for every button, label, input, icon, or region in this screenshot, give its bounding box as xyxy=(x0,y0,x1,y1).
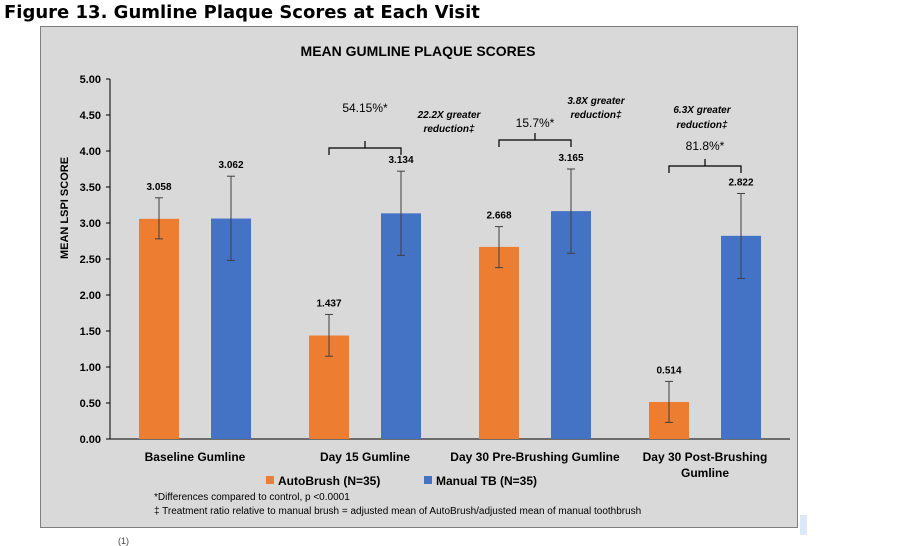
data-label: 3.062 xyxy=(218,160,243,171)
y-tick-label: 2.50 xyxy=(80,254,101,266)
ratio-label: 6.3X greater xyxy=(673,105,731,116)
footnote: *Differences compared to control, p <0.0… xyxy=(154,492,350,503)
y-tick-label: 1.00 xyxy=(80,362,101,374)
percent-reduction-label: 54.15%* xyxy=(342,101,388,115)
y-tick-label: 4.50 xyxy=(80,110,101,122)
comparison-bracket xyxy=(668,159,742,173)
y-axis-label: MEAN LSPI SCORE xyxy=(59,157,71,259)
legend-swatch xyxy=(266,476,274,484)
category-label: Baseline Gumline xyxy=(145,450,246,464)
ratio-label-line2: reduction‡ xyxy=(570,110,622,121)
legend-label: Manual TB (N=35) xyxy=(436,474,537,488)
footnote: ‡ Treatment ratio relative to manual bru… xyxy=(154,506,641,517)
data-label: 2.822 xyxy=(728,177,753,188)
category-label-line2: Gumline xyxy=(681,466,729,480)
data-label: 2.668 xyxy=(486,211,511,222)
percent-reduction-label: 81.8%* xyxy=(686,139,725,153)
bar xyxy=(479,246,519,439)
y-tick-label: 4.00 xyxy=(80,146,101,158)
category-label: Day 30 Pre-Brushing Gumline xyxy=(450,450,620,464)
figure-title: Figure 13. Gumline Plaque Scores at Each… xyxy=(4,2,480,23)
y-tick-label: 3.50 xyxy=(80,182,101,194)
data-label: 0.514 xyxy=(656,365,681,376)
y-tick-label: 3.00 xyxy=(80,218,101,230)
comparison-bracket xyxy=(328,141,402,155)
y-tick-label: 2.00 xyxy=(80,290,101,302)
data-label: 3.165 xyxy=(558,153,583,164)
comparison-bracket xyxy=(498,133,572,147)
ratio-label: 22.2X greater xyxy=(417,110,482,121)
plot-area: 0.00 0.50 1.00 1.50 2.00 2.50 3.00 3.50 4.00 4.50… xyxy=(80,74,790,517)
legend-swatch xyxy=(424,476,432,484)
data-label: 3.134 xyxy=(388,155,413,166)
category-label: Day 30 Post-Brushing xyxy=(643,450,768,464)
data-label: 3.058 xyxy=(146,182,171,193)
ratio-label-line2: reduction‡ xyxy=(676,120,728,131)
y-tick-label: 5.00 xyxy=(80,74,101,86)
ratio-label: 3.8X greater xyxy=(567,96,625,107)
legend-label: AutoBrush (N=35) xyxy=(278,474,380,488)
data-label: 1.437 xyxy=(316,298,341,309)
y-tick-label: 0.50 xyxy=(80,398,101,410)
ratio-label-line2: reduction‡ xyxy=(423,124,475,135)
percent-reduction-label: 15.7%* xyxy=(516,116,555,130)
y-tick-label: 0.00 xyxy=(80,434,101,446)
category-label: Day 15 Gumline xyxy=(320,450,410,464)
y-tick-label: 1.50 xyxy=(80,326,101,338)
bar xyxy=(139,218,179,439)
chart-title: MEAN GUMLINE PLAQUE SCORES xyxy=(301,43,536,59)
side-marker xyxy=(800,515,807,535)
